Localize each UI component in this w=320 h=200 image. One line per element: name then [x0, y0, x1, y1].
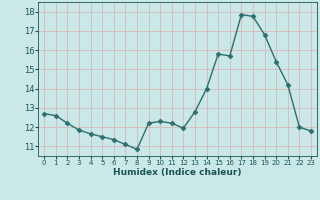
X-axis label: Humidex (Indice chaleur): Humidex (Indice chaleur)	[113, 168, 242, 177]
